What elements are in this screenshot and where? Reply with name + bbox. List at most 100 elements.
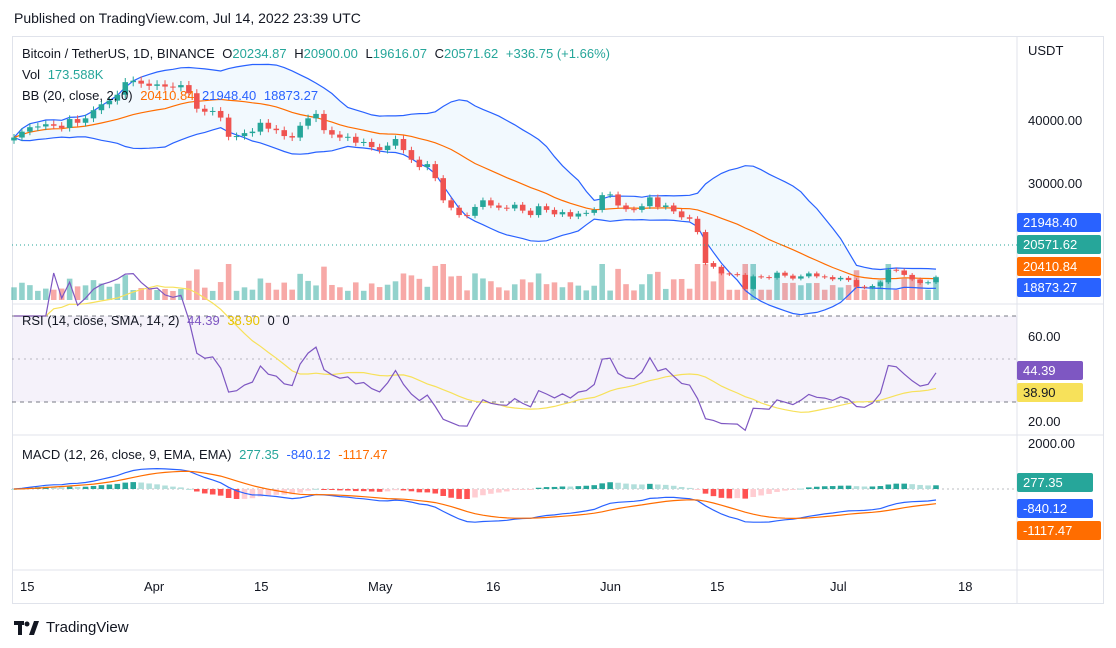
candle-body: [734, 274, 741, 276]
candle-body: [249, 131, 256, 134]
volume-bar: [877, 280, 884, 300]
candle-body: [82, 118, 89, 123]
volume-bar: [639, 284, 645, 300]
bollinger-bands: [13, 63, 937, 316]
candle-body: [138, 80, 144, 84]
rsi-axis-tick: 60.00: [1028, 329, 1061, 344]
time-axis-label: 15: [254, 579, 269, 594]
macd-histogram-bar: [504, 489, 510, 492]
volume-bar: [138, 288, 144, 300]
candle-body: [321, 113, 327, 131]
volume-bar: [567, 282, 574, 300]
macd-histogram-bar: [360, 489, 367, 492]
candle-body: [599, 195, 605, 210]
macd-histogram-bar: [519, 489, 526, 490]
candle-body: [702, 232, 709, 264]
volume-bar: [249, 289, 256, 300]
rsi-lines: [14, 272, 937, 432]
macd-histogram-bar: [456, 489, 462, 499]
candle-body: [273, 128, 280, 131]
macd-histogram-bar: [591, 485, 598, 489]
macd-histogram-bar: [798, 488, 804, 490]
tradingview-logo[interactable]: TradingView: [14, 619, 129, 636]
macd-histogram-bar: [647, 483, 653, 489]
open-value: 20234.87: [232, 46, 287, 61]
volume-bar: [925, 289, 931, 300]
macd-histogram-bar: [130, 482, 137, 489]
volume-bar: [225, 264, 232, 300]
candle-body: [74, 119, 81, 123]
volume-bar: [456, 275, 462, 300]
macd-histogram-bar: [909, 484, 915, 489]
volume-bar: [289, 289, 295, 300]
volume-bar: [591, 285, 598, 300]
volume-bar: [201, 287, 208, 300]
macd-histogram-bar: [686, 487, 693, 489]
macd-histogram-bar: [233, 489, 240, 499]
macd-histogram-bar: [893, 483, 900, 489]
bb-label: BB (20, close, 2, 0): [22, 88, 133, 103]
macd-histogram-bar: [527, 489, 534, 490]
rsi-line: [14, 272, 937, 432]
macd-histogram-bar: [162, 485, 168, 489]
macd-histogram-bar: [774, 489, 780, 492]
candle-body: [917, 279, 923, 284]
candle-body: [360, 141, 367, 143]
candle-body: [623, 205, 629, 210]
candle-body: [790, 275, 796, 279]
candle-body: [686, 217, 693, 219]
volume-bar: [98, 283, 105, 300]
time-axis-label: 15: [710, 579, 725, 594]
last-price-tag: 20571.62: [1017, 235, 1101, 254]
rsi-zero-2: 0: [282, 313, 290, 328]
candle-body: [424, 164, 431, 168]
volume-bar: [265, 282, 272, 300]
volume-bar: [432, 265, 439, 300]
macd-histogram-bar: [623, 483, 629, 489]
candle-body: [821, 276, 828, 278]
macd-histogram-bar: [178, 487, 184, 489]
macd-histogram-bar: [655, 484, 661, 489]
candle-body: [662, 205, 669, 207]
macd-histogram-bar: [702, 489, 709, 494]
volume-bar: [440, 264, 446, 300]
macd-histogram-bar: [758, 489, 764, 496]
candle-body: [909, 274, 915, 280]
chart-frame: [12, 36, 1104, 604]
macd-histogram-bar: [806, 487, 812, 489]
macd-histogram-bar: [933, 485, 939, 489]
macd-hist-tag: 277.35: [1017, 473, 1093, 492]
candle-body: [464, 215, 470, 217]
candle-body: [313, 113, 319, 119]
candle-body: [456, 207, 462, 216]
candle-body: [329, 130, 335, 135]
rsi-axis-tick: 20.00: [1028, 414, 1061, 429]
volume-bar: [233, 290, 240, 300]
candle-body: [201, 108, 208, 112]
macd-histogram-bar: [337, 489, 343, 491]
macd-histogram-bar: [718, 489, 725, 498]
price-axis-currency: USDT: [1028, 43, 1064, 58]
candle-body: [416, 159, 423, 168]
macd-histogram-bar: [496, 489, 502, 493]
volume-bar: [408, 275, 415, 300]
volume-bar: [424, 286, 431, 300]
volume-bar: [758, 289, 764, 300]
time-axis-label: 16: [486, 579, 501, 594]
bb-fill: [14, 64, 936, 315]
macd-histogram-bar: [273, 489, 280, 495]
candle-body: [400, 139, 407, 151]
change-value: +336.75 (+1.66%): [505, 46, 610, 61]
volume-bar: [583, 290, 590, 300]
candle-body: [766, 277, 772, 279]
macd-histogram-bar: [345, 489, 351, 491]
macd-signal-tag: -1117.47: [1017, 521, 1101, 540]
macd-histogram-bar: [384, 489, 391, 492]
volume-bar: [869, 287, 876, 300]
candle-body: [305, 118, 311, 126]
candle-body: [408, 150, 415, 160]
candle-body: [813, 273, 820, 277]
candle-body: [19, 131, 25, 138]
macd-histogram-bar: [313, 488, 319, 490]
